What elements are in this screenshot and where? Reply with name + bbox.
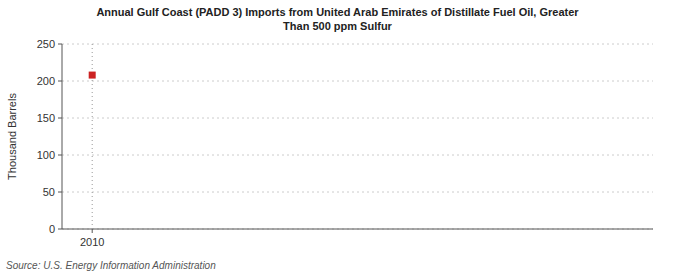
y-axis-label: Thousand Barrels bbox=[6, 93, 18, 180]
grid-line bbox=[62, 44, 653, 45]
y-tick-label: 250 bbox=[37, 38, 55, 50]
x-tick bbox=[92, 229, 93, 233]
y-tick bbox=[58, 44, 62, 45]
y-tick bbox=[58, 81, 62, 82]
grid-line bbox=[62, 118, 653, 119]
title: Annual Gulf Coast (PADD 3) Imports from … bbox=[96, 6, 579, 32]
y-tick-label: 150 bbox=[37, 112, 55, 124]
y-tick-label: 0 bbox=[49, 223, 55, 235]
y-tick bbox=[58, 192, 62, 193]
y-tick bbox=[58, 155, 62, 156]
y-tick-label: 200 bbox=[37, 75, 55, 87]
x-axis-line bbox=[62, 229, 653, 230]
x-tick-label: 2010 bbox=[80, 236, 104, 248]
chart: Annual Gulf Coast (PADD 3) Imports from … bbox=[0, 0, 675, 275]
y-axis-line bbox=[62, 44, 63, 229]
chart-container: Annual Gulf Coast (PADD 3) Imports from … bbox=[0, 0, 675, 275]
grid-line bbox=[62, 155, 653, 156]
y-tick bbox=[58, 118, 62, 119]
y-tick-label: 100 bbox=[37, 149, 55, 161]
plot-area bbox=[89, 44, 96, 229]
grid-line bbox=[62, 81, 653, 82]
y-tick bbox=[58, 229, 62, 230]
grid-line bbox=[62, 192, 653, 193]
y-tick-label: 50 bbox=[43, 186, 55, 198]
source-note: Source: U.S. Energy Information Administ… bbox=[6, 260, 216, 271]
grid-line bbox=[62, 229, 653, 230]
data-point bbox=[89, 72, 96, 79]
